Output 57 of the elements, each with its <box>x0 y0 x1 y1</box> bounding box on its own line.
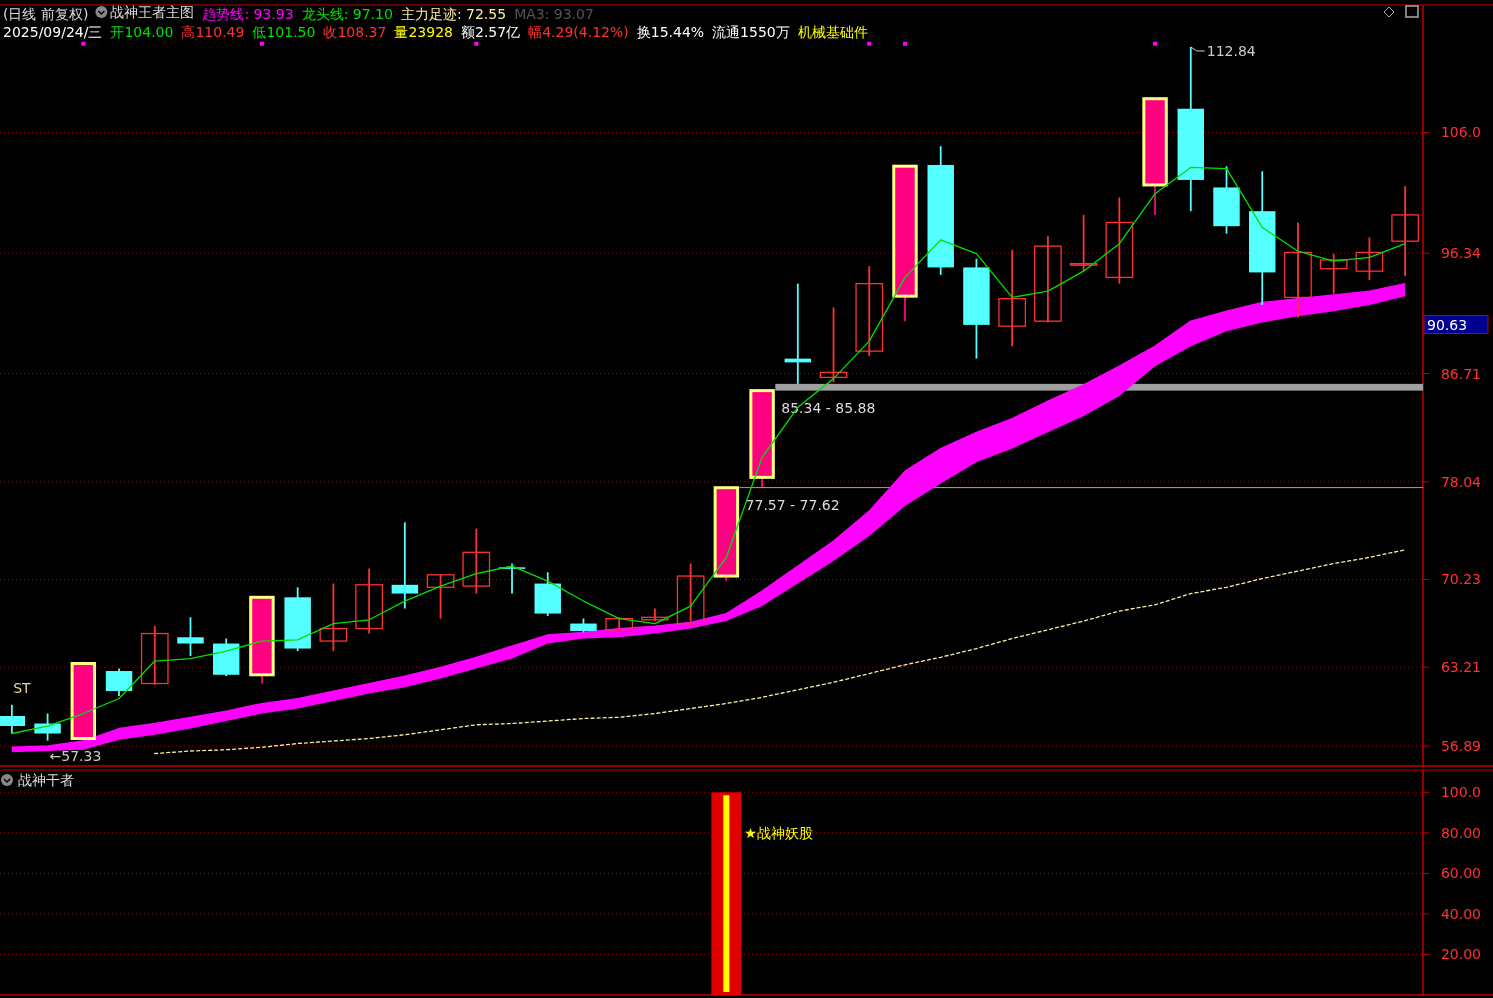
annotation: ★战神妖股 <box>744 825 813 842</box>
chart-title: (日线 前复权) <box>3 6 89 22</box>
y-tick-label: 96.34 <box>1440 245 1482 262</box>
candlestick <box>391 521 419 610</box>
annotation: 112.84 <box>1206 42 1256 59</box>
candlestick <box>319 582 348 652</box>
chart-subtitle: 战神王者主图 <box>110 4 195 20</box>
candlestick <box>819 306 848 384</box>
text: 主力足迹: 72.55 <box>400 6 507 22</box>
annotation: 高110.49 <box>181 24 245 40</box>
band-label: 77.57 - 77.62 <box>745 496 840 513</box>
y-tick-label: 70.23 <box>1440 571 1481 588</box>
y-tick-label: 60.00 <box>1440 865 1481 882</box>
candlestick <box>177 616 204 657</box>
annotation: 换15.44% <box>636 24 705 40</box>
annotation: ←57.33 <box>49 747 102 764</box>
candlestick <box>355 567 383 635</box>
annotation: 低101.50 <box>252 24 316 40</box>
annotation: 机械基础件 <box>797 24 868 40</box>
candlestick <box>140 625 169 686</box>
text: 90.63 <box>1427 316 1468 333</box>
y-tick-label: 56.89 <box>1440 738 1481 755</box>
candlestick <box>998 249 1027 348</box>
annotation: 收108.37 <box>323 24 387 40</box>
y-tick-label: 86.71 <box>1440 365 1481 382</box>
candlestick <box>855 265 884 358</box>
y-tick-label: 78.04 <box>1440 473 1482 490</box>
y-tick-label: 40.00 <box>1440 905 1481 922</box>
chart-title: 战神干者 <box>18 772 74 788</box>
y-tick-label: 80.00 <box>1440 824 1481 841</box>
candlestick <box>605 616 634 632</box>
candlestick <box>1069 214 1098 273</box>
y-tick-label: 106.0 <box>1440 124 1481 141</box>
candlestick <box>641 607 669 622</box>
line-series <box>154 549 1406 755</box>
annotation: 幅4.29(4.12%) <box>528 24 629 40</box>
candlestick <box>1105 196 1134 285</box>
candlestick <box>1284 221 1312 319</box>
candlestick <box>1355 236 1384 281</box>
annotation: ST <box>13 679 32 696</box>
annotation: 2025/09/24/三 <box>3 24 103 40</box>
y-tick-label: 20.00 <box>1440 946 1481 963</box>
annotation: 额2.57亿 <box>460 24 521 40</box>
annotation: MA3: 93.07 <box>514 6 594 22</box>
candlestick <box>1391 185 1420 278</box>
y-tick-label: 63.21 <box>1440 659 1481 676</box>
y-tick-label: 100.0 <box>1440 784 1481 801</box>
candlestick <box>426 573 455 620</box>
candlestick <box>1319 252 1348 295</box>
candlestick <box>1034 235 1062 324</box>
annotation: 开104.00 <box>110 24 174 40</box>
text: 趋势线: 93.93 <box>202 6 294 22</box>
candlestick <box>462 527 491 595</box>
text: 龙头线: 97.10 <box>301 6 393 22</box>
candlestick <box>676 562 705 626</box>
annotation: 量23928 <box>394 24 453 40</box>
annotation: 流通1550万 <box>712 24 790 40</box>
